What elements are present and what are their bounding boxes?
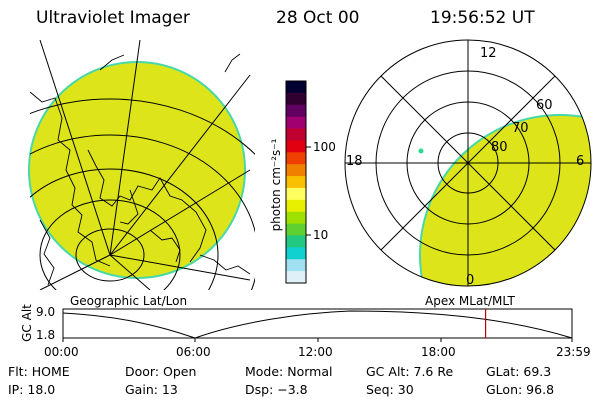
color-bar-gradient [286, 81, 306, 284]
status-seq: Seq: 30 [366, 382, 414, 397]
auroral-point-marker [418, 148, 424, 154]
timeline-x-tick-1800: 18:00 [421, 345, 456, 359]
mlat-label-60: 60 [536, 98, 553, 113]
color-bar-band [286, 81, 306, 94]
color-bar-band [286, 271, 306, 284]
color-bar-band [286, 164, 306, 177]
color-bar-band [286, 259, 306, 272]
color-bar-frame [285, 80, 307, 284]
status-mode: Mode: Normal [245, 364, 333, 379]
color-bar-band [286, 152, 306, 165]
timeline-y-tick-min: 1.8 [36, 328, 56, 342]
color-bar-band [286, 116, 306, 130]
observation-time: 19:56:52 UT [430, 8, 535, 28]
color-bar-band [286, 140, 306, 153]
mlt-label-12: 12 [480, 46, 497, 61]
color-bar-band [286, 211, 306, 225]
color-bar-band [286, 104, 306, 118]
mlt-label-6: 6 [576, 154, 585, 169]
apex-caption: Apex MLat/MLT [425, 294, 515, 308]
color-bar-tick-label-10: 10 [313, 228, 329, 242]
status-glat: GLat: 69.3 [486, 364, 552, 379]
mlt-label-0: 0 [466, 273, 475, 288]
color-bar-band [286, 176, 306, 189]
timeline-y-axis-label: GC Alt [20, 304, 34, 342]
status-flt: Flt: HOME [8, 364, 70, 379]
observation-date: 28 Oct 00 [276, 8, 360, 28]
altitude-curve [62, 310, 573, 339]
color-bar-band [286, 187, 306, 201]
mlt-label-18: 18 [346, 154, 363, 169]
timeline-x-tick-2359: 23:59 [556, 345, 591, 359]
mlat-label-80: 80 [491, 140, 508, 155]
color-bar-band [286, 247, 306, 260]
instrument-title: Ultraviolet Imager [36, 8, 190, 28]
status-glon: GLon: 96.8 [486, 382, 555, 397]
status-door: Door: Open [125, 364, 197, 379]
mlat-label-70: 70 [512, 121, 529, 136]
lat-lon-grid [30, 40, 255, 290]
timeline-x-tick-0600: 06:00 [176, 345, 211, 359]
timeline-y-tick-max: 9.0 [36, 305, 56, 319]
coastlines [30, 53, 251, 286]
status-dsp: Dsp: −3.8 [245, 382, 308, 397]
timeline-x-tick-1200: 12:00 [298, 345, 333, 359]
color-bar-band [286, 92, 306, 106]
color-bar-band [286, 199, 306, 213]
color-bar-band [286, 235, 306, 248]
status-gain: Gain: 13 [125, 382, 178, 397]
polar-grid [344, 39, 592, 287]
timeline-x-tick-0000: 00:00 [44, 345, 79, 359]
color-bar-band [286, 128, 306, 141]
geographic-caption: Geographic Lat/Lon [70, 294, 188, 308]
status-ip: IP: 18.0 [8, 382, 56, 397]
color-bar-tick-label-100: 100 [313, 140, 336, 154]
status-gc-alt: GC Alt: 7.6 Re [366, 364, 454, 379]
color-bar-band [286, 223, 306, 236]
